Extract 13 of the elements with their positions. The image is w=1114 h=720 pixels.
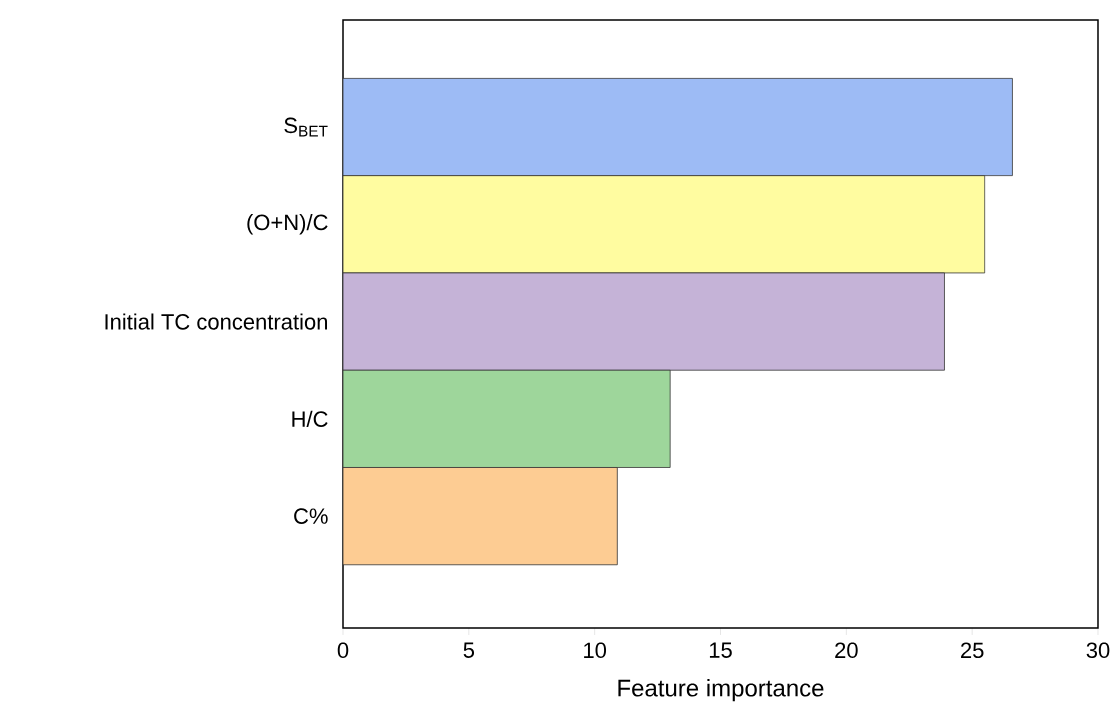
y-tick-label: S$_{BET}$ bbox=[284, 117, 328, 137]
x-axis-title: Feature importance bbox=[618, 678, 824, 702]
y-tick-label: C% bbox=[294, 508, 328, 524]
x-tick-label: 5 bbox=[463, 642, 475, 658]
y-tick-label: Initial TC concentration bbox=[105, 313, 327, 330]
x-tick-label: 25 bbox=[961, 642, 984, 659]
x-tick-label: 15 bbox=[709, 642, 732, 658]
x-tick-label: 20 bbox=[835, 642, 858, 659]
x-tick-label: 10 bbox=[584, 642, 607, 659]
y-tick-label: (O+N)/C bbox=[247, 214, 328, 235]
y-tick-label: H/C bbox=[292, 410, 328, 427]
x-tick-label: 0 bbox=[337, 642, 349, 659]
x-tick-label: 30 bbox=[1086, 642, 1110, 659]
